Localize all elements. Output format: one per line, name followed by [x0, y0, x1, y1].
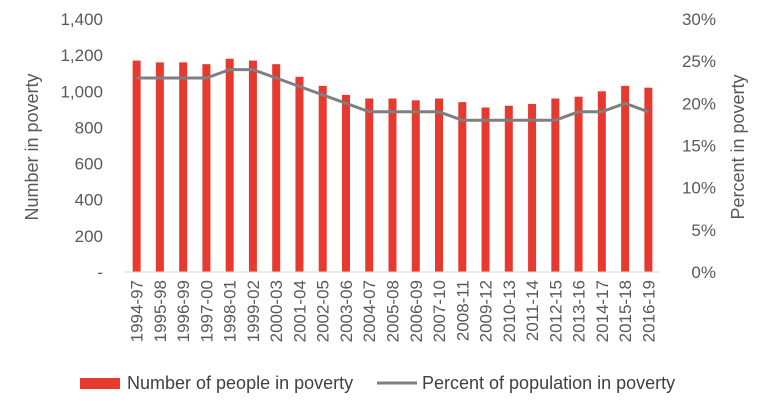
- bar: [225, 58, 234, 272]
- x-tick-label: 2013-16: [570, 280, 589, 342]
- bar: [248, 60, 257, 272]
- bar: [132, 60, 141, 272]
- legend-label-line: Percent of population in poverty: [422, 373, 675, 393]
- x-tick-label: 2011-14: [523, 280, 542, 341]
- x-tick-label: 2006-09: [407, 280, 426, 342]
- y2-tick-label: 25%: [682, 52, 716, 71]
- y-tick-label: -: [97, 263, 103, 282]
- y2-tick-label: 5%: [691, 221, 716, 240]
- y2-tick-label: 15%: [682, 137, 716, 156]
- bar: [597, 91, 606, 273]
- x-tick-label: 2014-17: [593, 280, 612, 342]
- bar: [574, 96, 583, 272]
- x-tick-label: 1995-98: [151, 280, 170, 342]
- x-tick-label: 2003-06: [337, 280, 356, 342]
- y-tick-label: 1,400: [60, 10, 103, 29]
- x-tick-label: 2012-15: [546, 280, 565, 342]
- bar: [644, 87, 653, 273]
- y-tick-label: 1,000: [60, 82, 103, 101]
- x-axis-ticks: 1994-97 1995-98 1996-99 1997-00 1998-01 1999-…: [128, 280, 659, 342]
- bar: [365, 98, 374, 272]
- x-tick-label: 2001-04: [291, 280, 310, 342]
- bar: [179, 62, 188, 272]
- y2-tick-label: 20%: [682, 94, 716, 113]
- y2-tick-label: 30%: [682, 10, 716, 29]
- bar: [435, 98, 444, 272]
- y2-tick-label: 0%: [691, 263, 716, 282]
- legend-swatch-bar: [80, 378, 120, 389]
- y-tick-label: 400: [75, 191, 103, 210]
- y2-axis-title: Percent in poverty: [728, 74, 748, 219]
- x-tick-label: 1994-97: [128, 280, 147, 342]
- x-tick-label: 2015-18: [616, 280, 635, 342]
- x-tick-label: 1998-01: [221, 280, 240, 342]
- legend-label-bar: Number of people in poverty: [127, 373, 353, 393]
- y-tick-label: 800: [75, 118, 103, 137]
- bar: [318, 85, 327, 272]
- bar: [551, 98, 560, 272]
- bar: [411, 100, 420, 272]
- y-axis-ticks: - 200 400 600 800 1,000 1,200 1,400: [60, 10, 103, 282]
- bar: [155, 62, 164, 272]
- y2-axis-ticks: 0% 5% 10% 15% 20% 25% 30%: [682, 10, 716, 282]
- x-tick-label: 1999-02: [244, 280, 263, 342]
- x-tick-label: 2008-11: [453, 280, 472, 341]
- bar: [621, 85, 630, 272]
- bar: [202, 64, 211, 272]
- x-tick-label: 1997-00: [197, 280, 216, 342]
- y2-tick-label: 10%: [682, 179, 716, 198]
- bar: [388, 98, 397, 272]
- line-series: [136, 68, 649, 122]
- bar: [341, 94, 350, 273]
- y-tick-label: 1,200: [60, 46, 103, 65]
- x-tick-label: 2000-03: [267, 280, 286, 342]
- x-tick-label: 2002-05: [314, 280, 333, 342]
- bar: [458, 102, 467, 272]
- bar: [481, 107, 490, 272]
- bar: [272, 64, 281, 272]
- y-axis-title: Number in poverty: [22, 73, 42, 220]
- x-tick-label: 2005-08: [384, 280, 403, 342]
- y-tick-label: 200: [75, 227, 103, 246]
- x-tick-label: 2009-12: [477, 280, 496, 342]
- x-tick-label: 2010-13: [500, 280, 519, 342]
- bar: [528, 103, 537, 272]
- x-tick-label: 1996-99: [174, 280, 193, 342]
- bar-series: [132, 58, 653, 273]
- x-tick-label: 2004-07: [360, 280, 379, 342]
- legend: Number of people in poverty Percent of p…: [80, 373, 675, 393]
- bar: [295, 76, 304, 272]
- y-tick-label: 600: [75, 155, 103, 174]
- x-tick-label: 2007-10: [430, 280, 449, 342]
- bar: [504, 105, 513, 272]
- x-tick-label: 2016-19: [639, 280, 658, 342]
